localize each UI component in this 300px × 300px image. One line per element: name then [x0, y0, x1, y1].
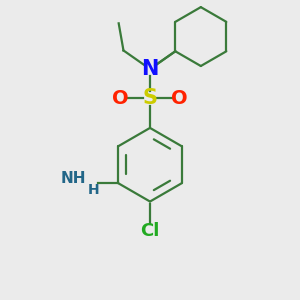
Text: Cl: Cl: [140, 222, 160, 240]
Text: S: S: [142, 88, 158, 109]
Text: O: O: [171, 89, 188, 108]
Text: NH: NH: [60, 171, 86, 186]
Text: O: O: [112, 89, 129, 108]
Text: H: H: [88, 183, 100, 196]
Text: N: N: [141, 59, 159, 79]
